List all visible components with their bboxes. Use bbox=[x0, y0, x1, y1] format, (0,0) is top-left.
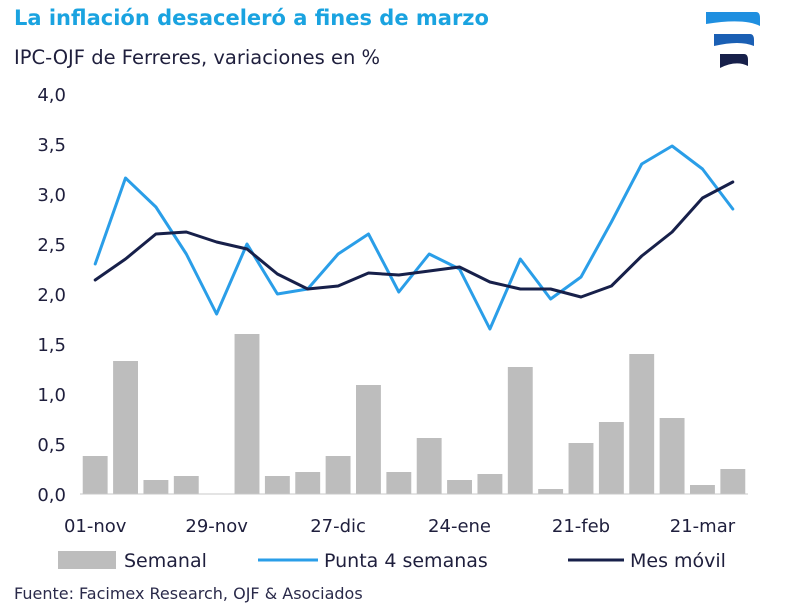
y-tick-label: 2,0 bbox=[37, 285, 66, 306]
x-tick-label: 27-dic bbox=[310, 516, 366, 537]
bar-semanal bbox=[598, 422, 624, 494]
bar-semanal bbox=[477, 474, 503, 494]
bar-semanal bbox=[386, 472, 412, 494]
line-punta-4-semanas bbox=[93, 144, 735, 331]
brand-logo-icon bbox=[706, 12, 760, 68]
x-tick-label: 01-nov bbox=[64, 516, 127, 537]
bar-semanal bbox=[568, 443, 594, 494]
y-tick-label: 3,0 bbox=[37, 185, 66, 206]
x-tick-label: 24-ene bbox=[428, 516, 491, 537]
x-tick-label: 21-feb bbox=[552, 516, 610, 537]
bar-semanal bbox=[690, 485, 715, 494]
y-tick-label: 0,5 bbox=[37, 435, 66, 456]
bar-semanal bbox=[113, 361, 138, 494]
chart-subtitle: IPC-OJF de Ferreres, variaciones en % bbox=[14, 46, 381, 69]
bar-semanal bbox=[143, 480, 169, 494]
legend-label-mes-movil: Mes móvil bbox=[630, 550, 726, 572]
bar-semanal bbox=[629, 354, 655, 494]
y-tick-label: 3,5 bbox=[37, 135, 66, 156]
bar-semanal bbox=[264, 476, 290, 494]
line-series-layer bbox=[93, 144, 735, 331]
chart-title: La inflación desaceleró a fines de marzo bbox=[14, 6, 489, 30]
legend-label-semanal: Semanal bbox=[124, 550, 207, 572]
chart-source: Fuente: Facimex Research, OJF & Asociado… bbox=[14, 584, 363, 603]
x-tick-label: 21-mar bbox=[670, 516, 736, 537]
y-axis: 0,0 0,5 1,0 1,5 2,0 2,5 3,0 3,5 4,0 bbox=[37, 85, 66, 506]
legend-swatch-semanal bbox=[58, 551, 116, 569]
line-mes-movil bbox=[93, 180, 735, 299]
y-tick-label: 2,5 bbox=[37, 235, 66, 256]
bar-semanal bbox=[325, 456, 351, 494]
x-axis: 01-nov 29-nov 27-dic 24-ene 21-feb 21-mar bbox=[64, 493, 748, 537]
legend: Semanal Punta 4 semanas Mes móvil bbox=[58, 550, 726, 572]
bar-semanal bbox=[507, 367, 533, 494]
bar-semanal bbox=[720, 469, 746, 494]
bar-semanal bbox=[173, 476, 199, 494]
bar-semanal bbox=[234, 334, 260, 494]
legend-label-punta: Punta 4 semanas bbox=[324, 550, 488, 572]
bar-semanal bbox=[447, 480, 472, 494]
y-tick-label: 1,5 bbox=[37, 335, 66, 356]
bar-semanal bbox=[416, 438, 442, 494]
bar-semanal bbox=[295, 472, 321, 494]
bar-series-semanal bbox=[82, 334, 746, 494]
x-tick-label: 29-nov bbox=[185, 516, 248, 537]
y-tick-label: 1,0 bbox=[37, 385, 66, 406]
bar-semanal bbox=[356, 385, 381, 494]
bar-semanal bbox=[538, 489, 564, 494]
bar-semanal bbox=[82, 456, 108, 494]
y-tick-label: 0,0 bbox=[37, 485, 66, 506]
y-tick-label: 4,0 bbox=[37, 85, 66, 106]
bar-semanal bbox=[659, 418, 685, 494]
